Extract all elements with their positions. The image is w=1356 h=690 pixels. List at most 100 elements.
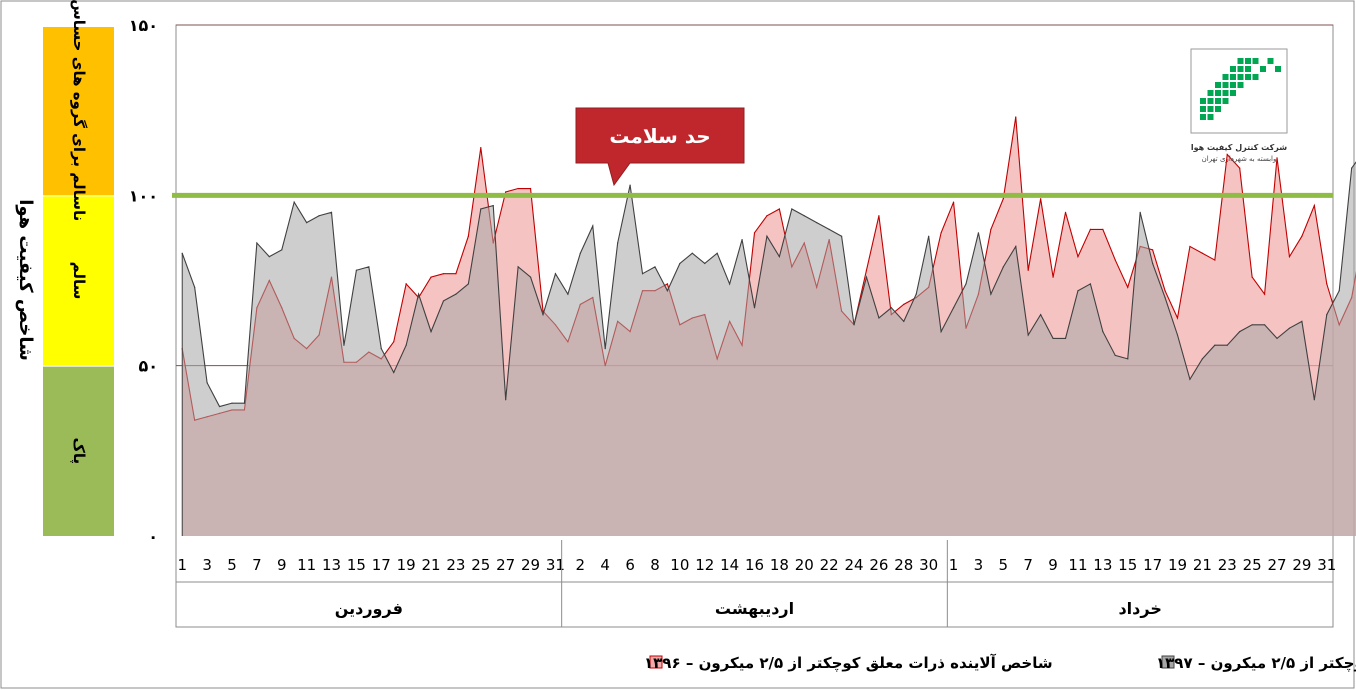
data-point [1040, 198, 1042, 200]
data-point [505, 191, 507, 193]
legend-label-1396: شاخص آلاینده ذرات معلق کوچکتر از ۲/۵ میک… [644, 654, 1053, 673]
line-series-0 [181, 116, 1356, 421]
data-point [778, 256, 780, 258]
x-tick-label: 4 [600, 556, 610, 574]
x-tick-label: 1 [949, 556, 959, 574]
data-point [1064, 211, 1067, 213]
data-point [355, 269, 357, 271]
data-point [1189, 378, 1191, 380]
company-logo: شرکت کنترل کیفیت هوا وابسته به شهرداری ت… [1190, 48, 1288, 163]
line-series-1 [181, 161, 1356, 408]
data-point [1040, 313, 1042, 316]
aqi-bands: ناسالم برای گروه های حساس سالم پاک [43, 0, 114, 536]
logo-dot [1200, 114, 1206, 120]
logo-dot [1245, 66, 1251, 72]
data-point [281, 249, 283, 251]
x-tick-label: 7 [252, 556, 262, 574]
data-point [405, 344, 407, 346]
data-point [753, 307, 756, 309]
data-point [1102, 331, 1104, 333]
logo-dot [1237, 66, 1244, 72]
data-point [1201, 358, 1203, 360]
threshold-callout [575, 107, 745, 187]
y-tick-labels: ۰ ۵۰ ۱۰۰ ۱۵۰ [129, 16, 158, 546]
x-tick-label: 18 [770, 556, 789, 574]
data-point [791, 208, 793, 210]
data-point [430, 331, 432, 333]
logo-dot [1215, 98, 1221, 104]
logo-dot [1207, 106, 1214, 112]
data-point [256, 242, 258, 244]
data-point [1152, 249, 1154, 251]
data-point [318, 215, 320, 217]
data-point [1139, 211, 1141, 213]
data-point [1263, 293, 1266, 295]
data-point [1313, 399, 1315, 401]
data-point [878, 215, 880, 217]
x-tick-label: 31 [1317, 556, 1336, 574]
data-point [679, 262, 681, 265]
band-unhealthy-sensitive [43, 27, 114, 196]
x-tick-label: 15 [347, 556, 366, 574]
month-label: خرداد [1118, 599, 1161, 618]
data-point [666, 290, 669, 292]
logo-dot [1215, 90, 1221, 96]
data-point [380, 348, 382, 350]
band-label-clean: پاک [69, 438, 88, 465]
x-tick-label: 13 [322, 556, 341, 574]
x-tick-label: 2 [576, 556, 586, 574]
data-point [1102, 228, 1104, 230]
legend-label-1397: شاخص آلاینده ذرات معلق کوچکتر از ۲/۵ میک… [1156, 654, 1356, 673]
x-tick-label: 17 [1143, 556, 1162, 574]
data-point [1077, 256, 1079, 258]
data-point [1127, 358, 1129, 360]
data-point [1263, 324, 1266, 326]
data-point [666, 283, 669, 285]
data-point [393, 371, 395, 374]
legend: شاخص آلاینده ذرات معلق کوچکتر از ۲/۵ میک… [644, 654, 1356, 673]
data-point [480, 147, 482, 149]
data-point [517, 266, 519, 268]
x-tick-label: 22 [820, 556, 839, 574]
x-tick-label: 23 [1218, 556, 1237, 574]
x-tick-label: 25 [1243, 556, 1262, 574]
data-point [1301, 320, 1303, 322]
data-point [1301, 235, 1303, 237]
data-point [1189, 245, 1191, 248]
x-tick-label: 1 [177, 556, 187, 574]
data-point [343, 344, 345, 346]
data-point [1114, 354, 1116, 357]
data-point [890, 307, 892, 309]
data-point [455, 273, 457, 275]
logo-dot [1222, 90, 1229, 96]
data-point [903, 320, 905, 322]
logo-dot [1207, 98, 1214, 104]
data-point [467, 283, 469, 285]
data-point [1214, 344, 1216, 346]
logo-dot [1230, 66, 1236, 72]
x-tick-label: 7 [1023, 556, 1033, 574]
data-point [1176, 317, 1179, 319]
y-tick-label: ۵۰ [138, 357, 158, 376]
logo-dot [1237, 74, 1244, 80]
x-tick-label: 14 [720, 556, 739, 574]
data-point [952, 307, 955, 309]
data-point [1114, 259, 1116, 261]
x-tick-label: 11 [1068, 556, 1087, 574]
x-tick-label: 27 [1267, 556, 1286, 574]
band-clean [43, 366, 114, 536]
data-point [542, 313, 544, 316]
data-point [1214, 259, 1216, 261]
data-point [965, 283, 967, 285]
logo-dot [1230, 90, 1236, 96]
data-point [194, 286, 196, 288]
data-point [1089, 228, 1091, 230]
data-point [1164, 290, 1166, 292]
x-tick-label: 26 [869, 556, 888, 574]
area-series-1 [182, 162, 1356, 536]
data-point [1164, 296, 1166, 299]
data-point [766, 215, 768, 217]
data-point [641, 273, 644, 275]
x-tick-label: 6 [625, 556, 635, 574]
